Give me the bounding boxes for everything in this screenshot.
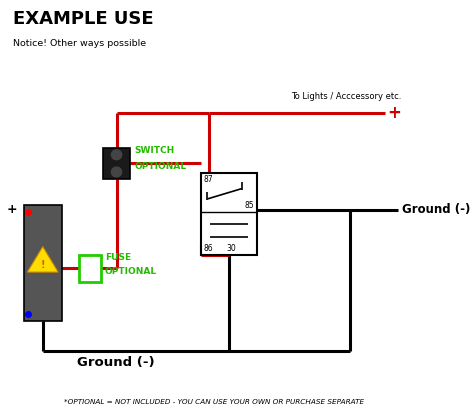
Text: OPTIONAL: OPTIONAL — [135, 162, 187, 171]
Text: EXAMPLE USE: EXAMPLE USE — [13, 10, 154, 28]
Text: 87: 87 — [203, 175, 213, 184]
Polygon shape — [27, 247, 58, 272]
Text: !: ! — [40, 260, 45, 270]
Text: To Lights / Acccessory etc.: To Lights / Acccessory etc. — [291, 92, 401, 101]
Text: Ground (-): Ground (-) — [402, 203, 470, 216]
Bar — [24, 206, 62, 321]
Bar — [103, 148, 130, 179]
Text: SWITCH: SWITCH — [135, 146, 175, 155]
Text: 86: 86 — [203, 244, 213, 253]
Text: Notice! Other ways possible: Notice! Other ways possible — [13, 39, 146, 48]
Text: *OPTIONAL = NOT INCLUDED - YOU CAN USE YOUR OWN OR PURCHASE SEPARATE: *OPTIONAL = NOT INCLUDED - YOU CAN USE Y… — [64, 399, 364, 405]
Bar — [201, 173, 256, 255]
Text: 30: 30 — [226, 244, 236, 253]
Text: +: + — [387, 104, 401, 122]
Text: 85: 85 — [245, 201, 255, 210]
Text: OPTIONAL: OPTIONAL — [105, 267, 157, 276]
Circle shape — [111, 167, 122, 177]
Circle shape — [111, 150, 122, 159]
Text: Ground (-): Ground (-) — [77, 356, 154, 369]
Text: +: + — [7, 203, 17, 216]
Text: FUSE: FUSE — [105, 253, 131, 262]
Bar — [79, 255, 100, 282]
